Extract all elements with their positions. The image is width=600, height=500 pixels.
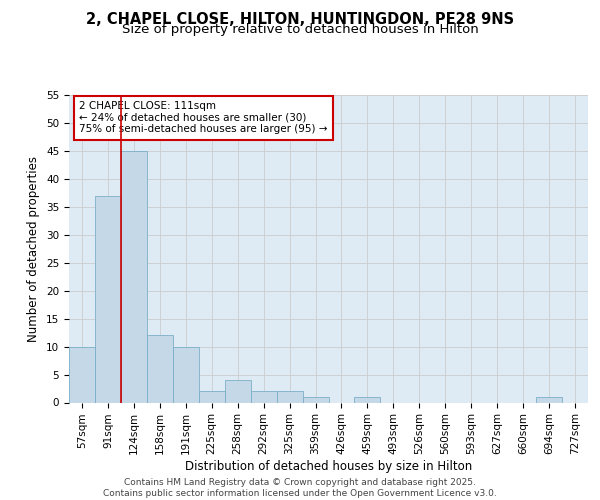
- Bar: [95, 196, 121, 402]
- Bar: [355, 397, 380, 402]
- Bar: [173, 346, 199, 403]
- Bar: [302, 397, 329, 402]
- Bar: [277, 392, 302, 402]
- Text: Size of property relative to detached houses in Hilton: Size of property relative to detached ho…: [122, 22, 478, 36]
- Y-axis label: Number of detached properties: Number of detached properties: [28, 156, 40, 342]
- Bar: [536, 397, 562, 402]
- Bar: [225, 380, 251, 402]
- Bar: [147, 336, 173, 402]
- Bar: [199, 392, 224, 402]
- Bar: [251, 392, 277, 402]
- Text: 2, CHAPEL CLOSE, HILTON, HUNTINGDON, PE28 9NS: 2, CHAPEL CLOSE, HILTON, HUNTINGDON, PE2…: [86, 12, 514, 28]
- Text: Contains HM Land Registry data © Crown copyright and database right 2025.
Contai: Contains HM Land Registry data © Crown c…: [103, 478, 497, 498]
- Bar: [121, 151, 147, 403]
- Bar: [69, 346, 95, 403]
- X-axis label: Distribution of detached houses by size in Hilton: Distribution of detached houses by size …: [185, 460, 472, 473]
- Text: 2 CHAPEL CLOSE: 111sqm
← 24% of detached houses are smaller (30)
75% of semi-det: 2 CHAPEL CLOSE: 111sqm ← 24% of detached…: [79, 101, 328, 134]
